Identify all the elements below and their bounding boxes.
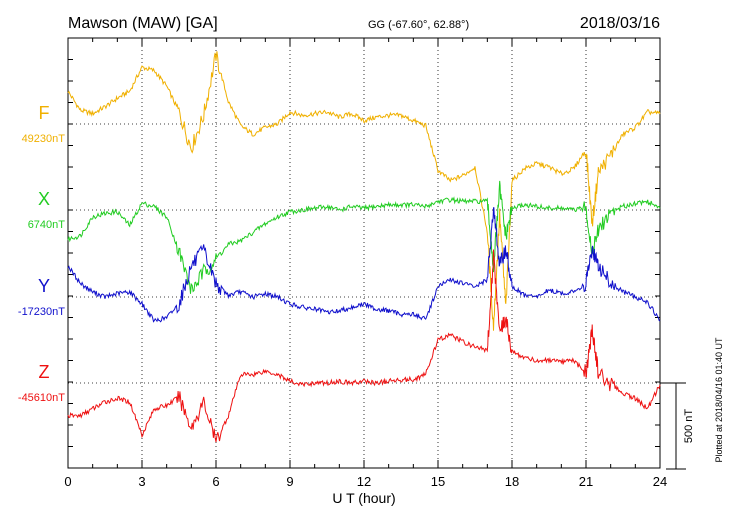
x-axis-label: U T (hour)	[332, 490, 395, 506]
x-tick-label: 21	[579, 474, 593, 489]
x-tick-label: 12	[357, 474, 371, 489]
x-tick-label: 3	[138, 474, 145, 489]
axis-ticks	[67, 38, 661, 468]
scale-bar-label: 500 nT	[683, 409, 695, 444]
baseline-label-x: 6740nT	[28, 219, 66, 231]
grid	[68, 38, 660, 468]
trace-x	[67, 180, 661, 294]
channel-name-x: X	[38, 189, 50, 209]
x-tick-label: 24	[653, 474, 667, 489]
trace-f	[67, 51, 661, 331]
x-tick-label: 18	[505, 474, 519, 489]
x-tick-label: 0	[64, 474, 71, 489]
x-tick-label: 6	[212, 474, 219, 489]
baseline-label-y: -17230nT	[18, 306, 65, 318]
channel-labels: F 49230nT X 6740nT Y -17230nT Z -45610nT	[18, 103, 65, 404]
date-label: 2018/03/16	[580, 15, 660, 32]
x-tick-label: 15	[431, 474, 445, 489]
channel-name-z: Z	[39, 362, 50, 382]
traces	[67, 51, 661, 443]
trace-z	[67, 249, 661, 443]
baseline-label-f: 49230nT	[22, 133, 66, 145]
channel-name-y: Y	[38, 276, 50, 296]
scale-bar: 500 nT	[660, 382, 695, 470]
baseline-label-z: -45610nT	[18, 392, 65, 404]
x-tick-label: 9	[286, 474, 293, 489]
channel-name-f: F	[39, 103, 50, 123]
x-tick-labels: 0 3 6 9 12 15 18 21 24	[64, 474, 667, 489]
coordinates-label: GG (-67.60°, 62.88°)	[368, 19, 469, 31]
trace-y	[67, 207, 661, 323]
station-title: Mawson (MAW) [GA]	[68, 15, 218, 32]
plotted-timestamp: Plotted at 2018/04/16 01:40 UT	[714, 337, 724, 463]
